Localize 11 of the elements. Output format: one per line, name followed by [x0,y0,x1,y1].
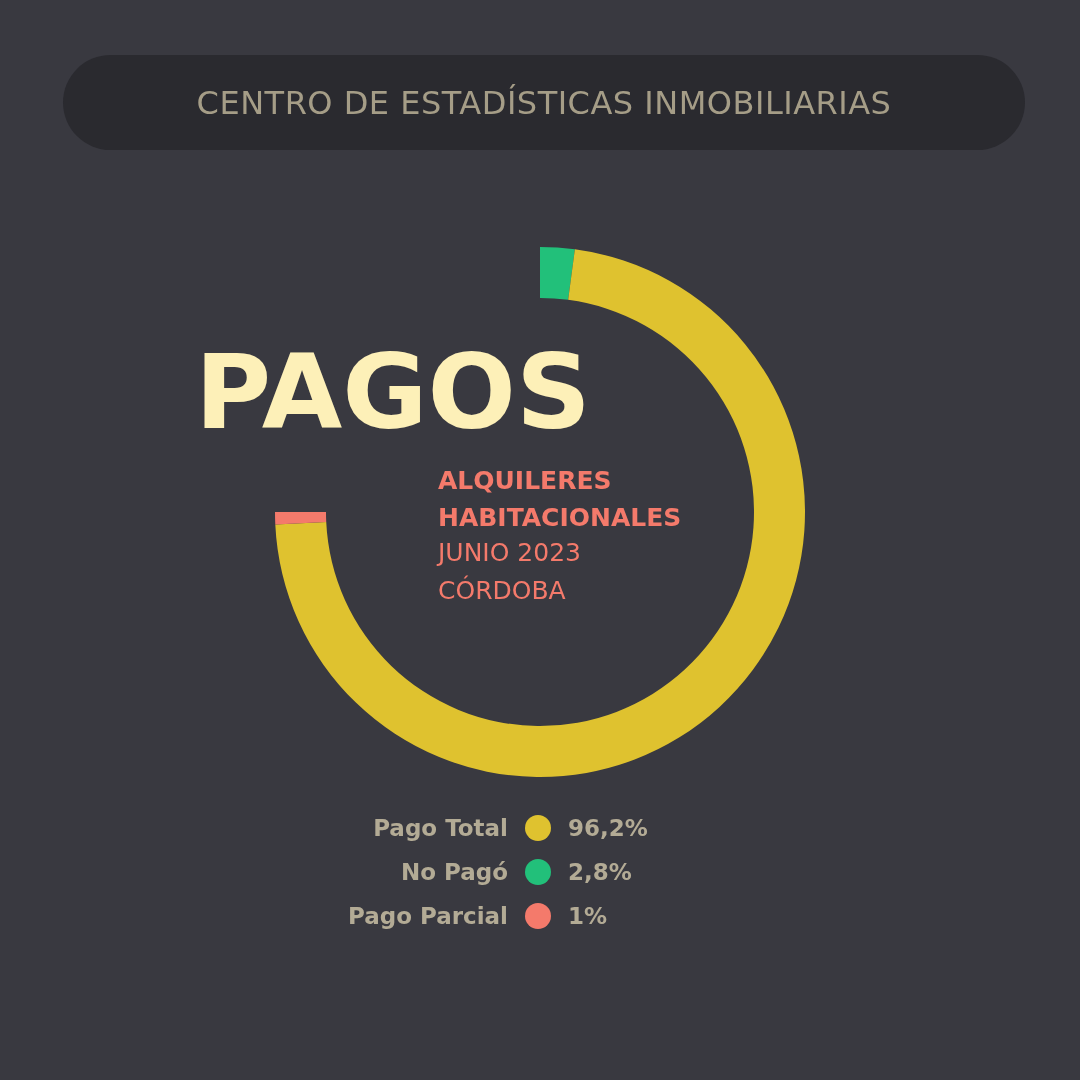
data-label: 1% [568,903,608,929]
legend-label: Pago Total [373,815,508,841]
text: PAGOS [195,331,591,453]
data-label: 96,2% [568,815,648,841]
data-label: 2,8% [568,859,632,885]
text: CENTRO DE ESTADÍSTICAS INMOBILIARIAS [63,55,1025,150]
legend-label: Pago Parcial [347,903,508,929]
text: CÓRDOBA [438,576,566,605]
text: JUNIO 2023 [438,538,581,567]
text: ALQUILERES HABITACIONALES [438,465,683,534]
legend-label: No Pagó [400,859,508,885]
